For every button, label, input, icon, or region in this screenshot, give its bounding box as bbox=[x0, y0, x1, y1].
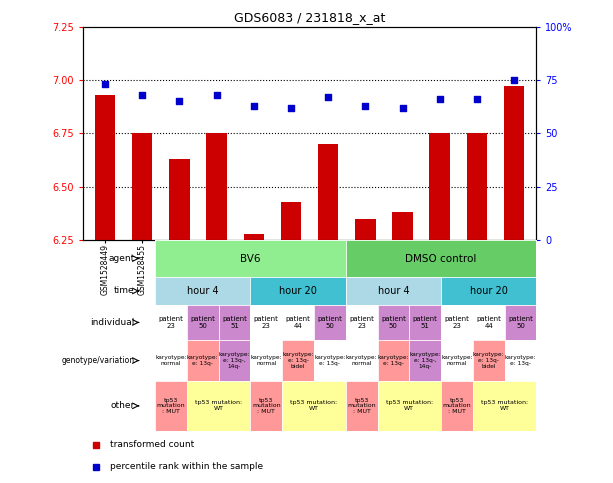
Text: patient
23: patient 23 bbox=[254, 316, 279, 329]
Text: karyotype:
normal: karyotype: normal bbox=[441, 355, 473, 366]
Text: patient
44: patient 44 bbox=[286, 316, 311, 329]
Text: tp53
mutation
: MUT: tp53 mutation : MUT bbox=[348, 398, 376, 414]
Text: patient
50: patient 50 bbox=[318, 316, 342, 329]
Point bbox=[137, 91, 147, 99]
Text: hour 4: hour 4 bbox=[378, 286, 409, 296]
Point bbox=[249, 101, 259, 109]
Text: tp53
mutation
: MUT: tp53 mutation : MUT bbox=[252, 398, 281, 414]
Text: tp53 mutation:
WT: tp53 mutation: WT bbox=[195, 400, 242, 411]
Bar bbox=[430, 133, 450, 240]
Point bbox=[398, 104, 408, 112]
Bar bbox=[504, 86, 524, 240]
Text: other: other bbox=[110, 401, 135, 411]
Text: patient
23: patient 23 bbox=[349, 316, 374, 329]
Text: DMSO control: DMSO control bbox=[405, 254, 477, 264]
Point bbox=[286, 104, 296, 112]
Text: agent: agent bbox=[109, 254, 135, 263]
Text: tp53 mutation:
WT: tp53 mutation: WT bbox=[291, 400, 338, 411]
Text: percentile rank within the sample: percentile rank within the sample bbox=[110, 462, 263, 471]
Text: karyotype:
e: 13q-
bidel: karyotype: e: 13q- bidel bbox=[282, 352, 314, 369]
Text: karyotype:
normal: karyotype: normal bbox=[155, 355, 187, 366]
Text: tp53
mutation
: MUT: tp53 mutation : MUT bbox=[443, 398, 471, 414]
Point bbox=[472, 95, 482, 103]
Point bbox=[175, 98, 185, 105]
Title: GDS6083 / 231818_x_at: GDS6083 / 231818_x_at bbox=[234, 11, 385, 24]
Bar bbox=[355, 219, 376, 240]
Text: patient
50: patient 50 bbox=[381, 316, 406, 329]
Text: patient
23: patient 23 bbox=[159, 316, 183, 329]
Text: BV6: BV6 bbox=[240, 254, 261, 264]
Bar bbox=[392, 212, 413, 240]
Text: patient
50: patient 50 bbox=[190, 316, 215, 329]
Text: patient
50: patient 50 bbox=[508, 316, 533, 329]
Text: tp53 mutation:
WT: tp53 mutation: WT bbox=[386, 400, 433, 411]
Text: individual: individual bbox=[91, 318, 135, 327]
Text: genotype/variation: genotype/variation bbox=[62, 356, 135, 365]
Text: transformed count: transformed count bbox=[110, 440, 194, 449]
Text: karyotype:
normal: karyotype: normal bbox=[346, 355, 378, 366]
Text: tp53 mutation:
WT: tp53 mutation: WT bbox=[481, 400, 528, 411]
Bar bbox=[318, 144, 338, 240]
Point bbox=[323, 93, 333, 101]
Text: hour 20: hour 20 bbox=[470, 286, 508, 296]
Point bbox=[509, 76, 519, 84]
Text: tp53
mutation
: MUT: tp53 mutation : MUT bbox=[157, 398, 185, 414]
Text: karyotype:
e: 13q-: karyotype: e: 13q- bbox=[314, 355, 346, 366]
Text: patient
51: patient 51 bbox=[413, 316, 438, 329]
Text: karyotype:
e: 13q-
bidel: karyotype: e: 13q- bidel bbox=[473, 352, 504, 369]
Bar bbox=[243, 234, 264, 240]
Bar bbox=[95, 95, 115, 240]
Bar bbox=[207, 133, 227, 240]
Bar bbox=[466, 133, 487, 240]
Point bbox=[100, 80, 110, 88]
Point bbox=[435, 95, 444, 103]
Text: hour 20: hour 20 bbox=[279, 286, 317, 296]
Text: patient
51: patient 51 bbox=[222, 316, 247, 329]
Bar bbox=[281, 201, 301, 240]
Text: time: time bbox=[114, 286, 135, 296]
Bar bbox=[132, 133, 153, 240]
Point bbox=[360, 101, 370, 109]
Text: karyotype:
e: 13q-: karyotype: e: 13q- bbox=[504, 355, 536, 366]
Text: karyotype:
normal: karyotype: normal bbox=[251, 355, 282, 366]
Text: karyotype:
e: 13q-,
14q-: karyotype: e: 13q-, 14q- bbox=[219, 352, 250, 369]
Point bbox=[211, 91, 221, 99]
Text: karyotype:
e: 13q-,
14q-: karyotype: e: 13q-, 14q- bbox=[409, 352, 441, 369]
Text: patient
44: patient 44 bbox=[476, 316, 501, 329]
Text: karyotype:
e: 13q-: karyotype: e: 13q- bbox=[378, 355, 409, 366]
Text: karyotype:
e: 13q-: karyotype: e: 13q- bbox=[187, 355, 219, 366]
Text: patient
23: patient 23 bbox=[444, 316, 470, 329]
Text: hour 4: hour 4 bbox=[187, 286, 219, 296]
Bar bbox=[169, 159, 189, 240]
